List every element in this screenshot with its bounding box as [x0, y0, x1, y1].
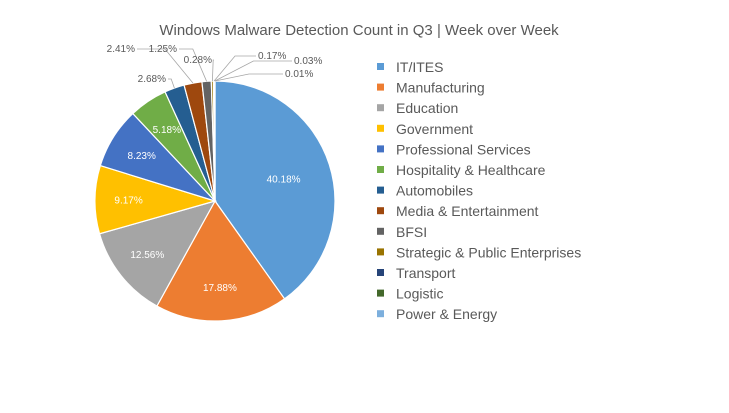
leader-line-logistic — [214, 60, 292, 82]
pie-slice-it-ites — [214, 80, 336, 300]
legend-swatch-government — [377, 124, 384, 132]
legend-swatch-logistic — [377, 289, 384, 297]
legend-label-strategic-public-enterprises: Strategic & Public Enterprises — [396, 244, 581, 260]
legend-swatch-manufacturing — [377, 83, 384, 91]
legend-label-education: Education — [396, 100, 458, 116]
data-label-hospitality-healthcare: 5.18% — [153, 125, 181, 136]
data-label-strategic-public-enterprises: 0.28% — [184, 55, 212, 66]
label-leader-lines — [137, 48, 292, 89]
legend-label-it-ites: IT/ITES — [396, 59, 443, 75]
pie-slice-manufacturing — [156, 199, 286, 322]
legend-swatch-automobiles — [377, 186, 384, 194]
leader-line-transport — [213, 55, 256, 82]
data-label-professional-services: 8.23% — [128, 151, 156, 162]
data-labels: 40.18% 17.88% 12.56% 9.17% 8.23% 5.18% 2.68% 2.… — [107, 44, 323, 294]
leader-line-bfsi — [179, 48, 207, 82]
legend-swatch-power-energy — [377, 310, 384, 318]
chart-title: Windows Malware Detection Count in Q3 | … — [159, 22, 559, 39]
legend-label-bfsi: BFSI — [396, 224, 427, 240]
legend-swatch-education — [377, 104, 384, 112]
legend-label-media-entertainment: Media & Entertainment — [396, 203, 539, 219]
legend-swatch-professional-services — [377, 145, 384, 153]
legend-swatch-it-ites — [377, 63, 384, 70]
data-label-transport: 0.17% — [258, 51, 286, 62]
leader-line-strategic-public-enterprises — [212, 59, 214, 82]
legend-swatch-hospitality-healthcare — [377, 166, 384, 173]
legend-label-logistic: Logistic — [396, 286, 443, 302]
legend-swatch-strategic-public-enterprises — [377, 248, 384, 256]
legend: IT/ITES Manufacturing Education Government P… — [377, 59, 581, 322]
data-label-it-ites: 40.18% — [267, 175, 301, 186]
data-label-logistic: 0.03% — [294, 56, 322, 67]
legend-label-hospitality-healthcare: Hospitality & Healthcare — [396, 162, 546, 178]
data-label-bfsi: 1.25% — [149, 44, 177, 55]
pie-slice-education — [98, 200, 217, 307]
data-label-power-energy: 0.01% — [285, 69, 313, 80]
data-label-manufacturing: 17.88% — [203, 283, 237, 294]
leader-line-media-entertainment — [137, 48, 194, 84]
legend-swatch-bfsi — [377, 227, 384, 235]
data-label-education: 12.56% — [130, 250, 164, 261]
legend-label-manufacturing: Manufacturing — [396, 80, 485, 96]
legend-label-automobiles: Automobiles — [396, 183, 473, 199]
data-label-automobiles: 2.68% — [138, 74, 166, 85]
legend-label-government: Government — [396, 121, 473, 137]
legend-label-power-energy: Power & Energy — [396, 306, 497, 322]
data-label-government: 9.17% — [114, 196, 142, 207]
leader-line-power-energy — [214, 73, 283, 82]
legend-label-transport: Transport — [396, 265, 456, 281]
leader-line-automobiles — [168, 78, 175, 89]
legend-label-professional-services: Professional Services — [396, 141, 531, 157]
legend-swatch-media-entertainment — [377, 207, 384, 215]
data-label-media-entertainment: 2.41% — [107, 44, 135, 55]
legend-swatch-transport — [377, 269, 384, 276]
pie-slices — [94, 80, 336, 322]
